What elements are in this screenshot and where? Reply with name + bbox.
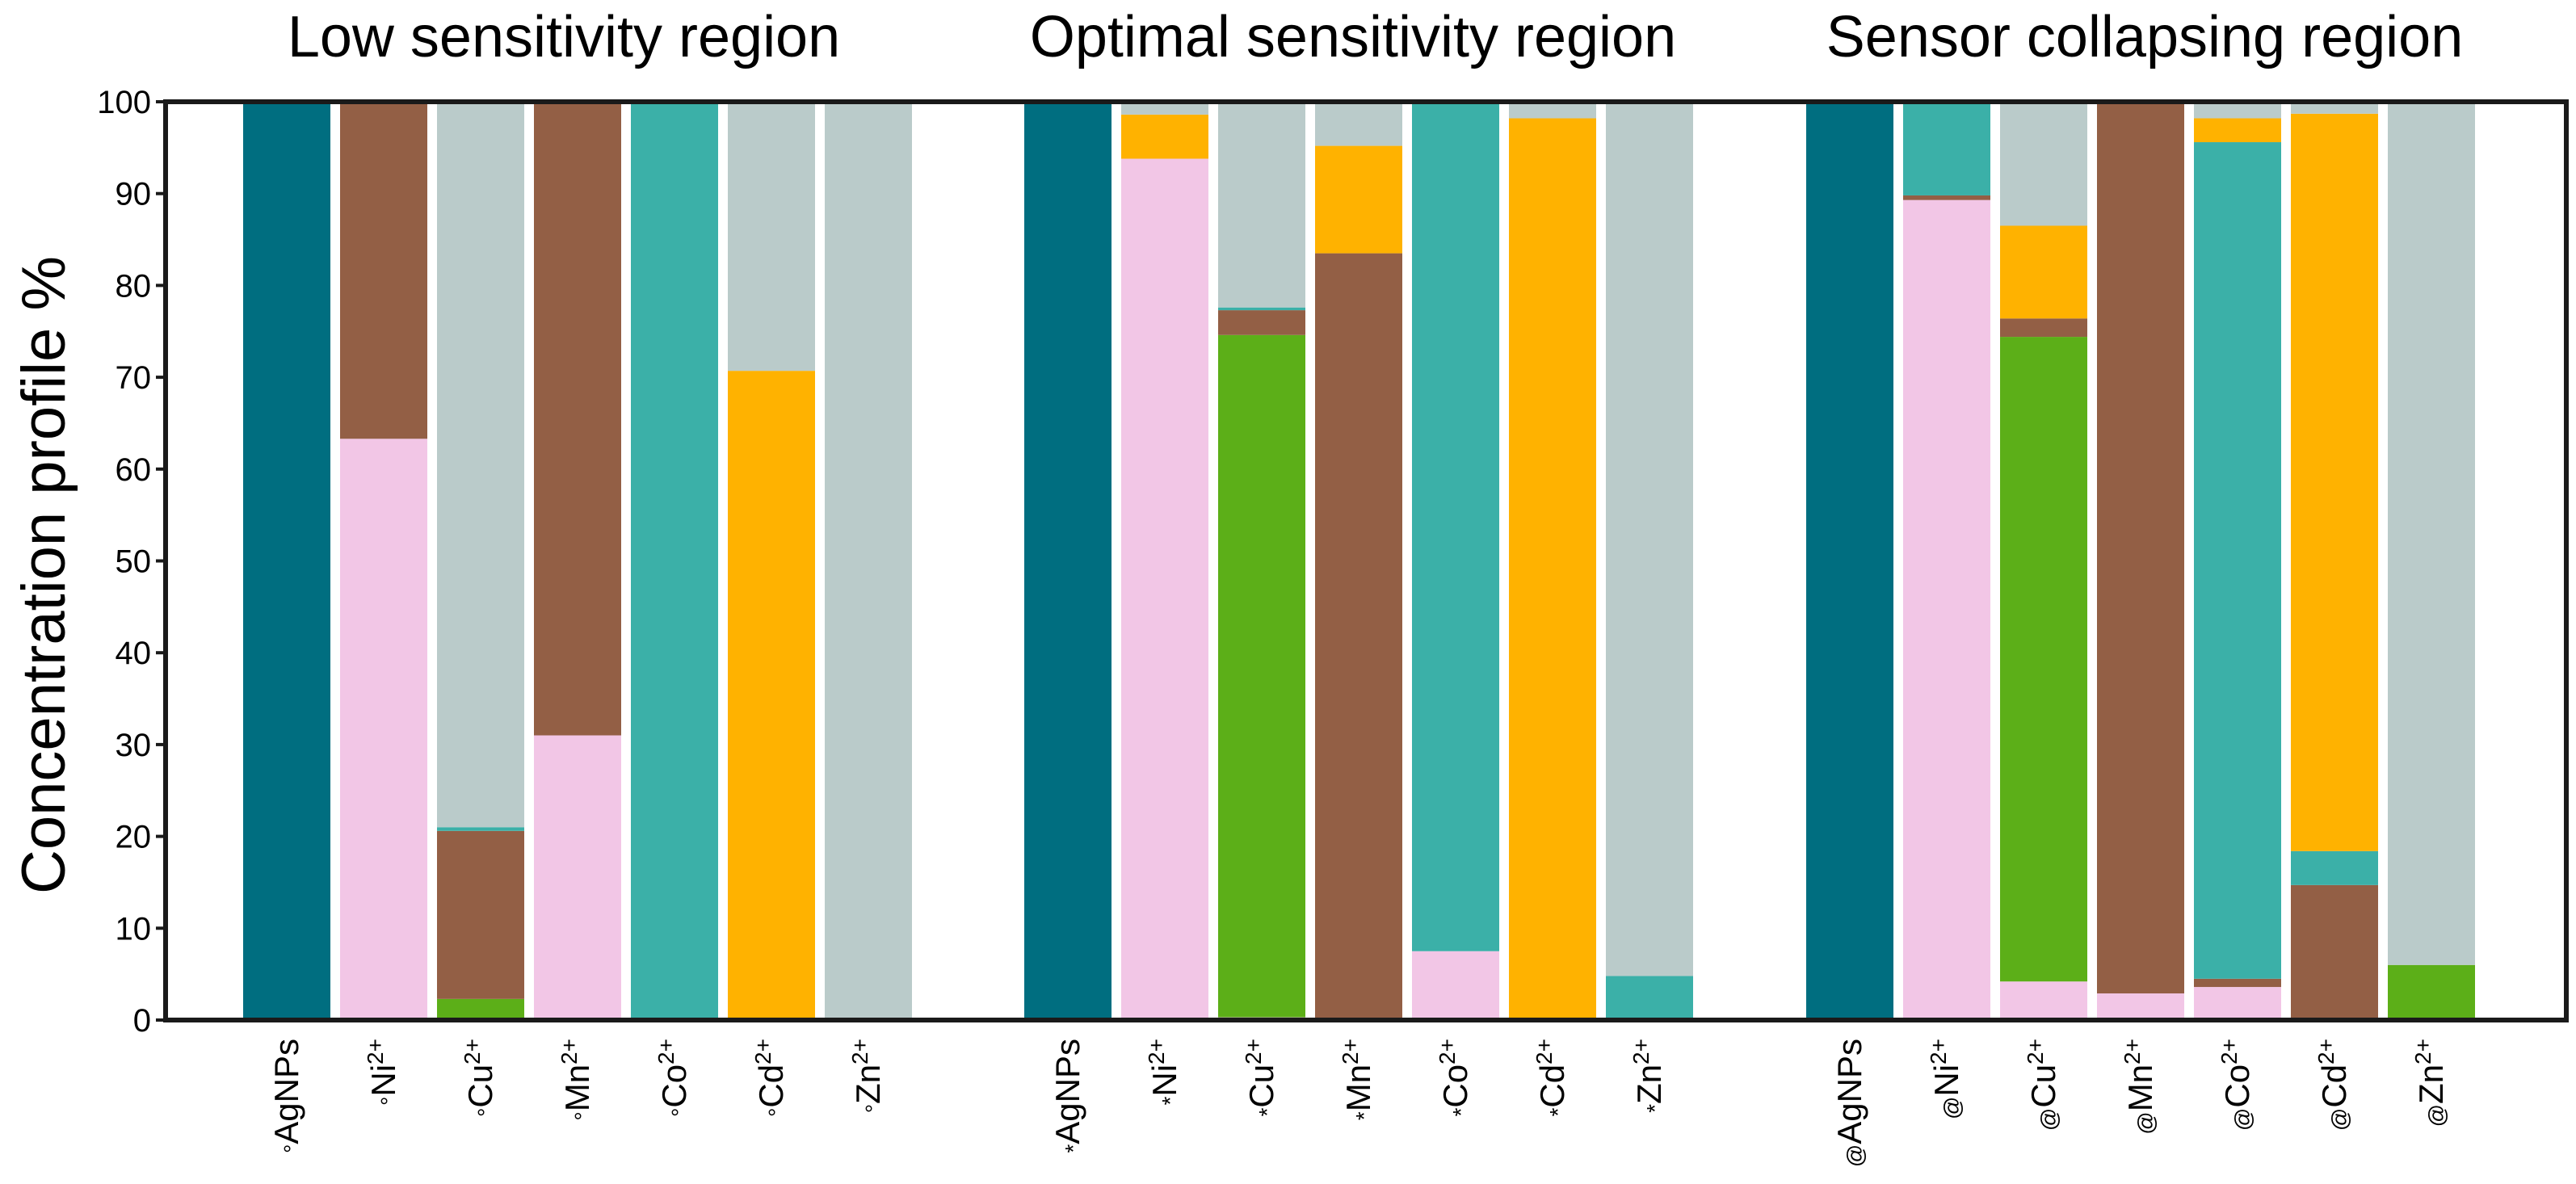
bar-segment-cu2-cu bbox=[2000, 337, 2087, 982]
x-tick-label: °Co2+ bbox=[653, 1039, 694, 1117]
y-tick-label: 100 bbox=[97, 85, 151, 120]
bar-segment-cu2-mn bbox=[1218, 310, 1305, 335]
bar-segment-cd2-mn bbox=[2291, 884, 2378, 1020]
bar-segment-ni2-mn bbox=[1903, 195, 1990, 200]
bar-segment-mn2-mn bbox=[1315, 253, 1402, 1021]
bar-segment-cu2-zn bbox=[437, 102, 524, 828]
bar-segment-zn2-zn bbox=[1606, 102, 1693, 976]
bar-segment-co2-ni bbox=[2194, 987, 2281, 1020]
x-tick-label: *Mn2+ bbox=[1338, 1039, 1378, 1120]
bar-segment-mn2-ni bbox=[2097, 993, 2184, 1020]
x-tick-label: °Mn2+ bbox=[557, 1039, 597, 1121]
x-tick-label: @Mn2+ bbox=[2120, 1039, 2160, 1135]
region-title-low: Low sensitivity region bbox=[288, 5, 840, 69]
bar-segment-mn2-zn bbox=[1315, 102, 1402, 146]
region-titles: Low sensitivity region Optimal sensitivi… bbox=[288, 5, 2463, 69]
bar-segment-agnps-agnps bbox=[1024, 102, 1112, 1020]
y-tick-label: 80 bbox=[116, 268, 152, 304]
bar-segment-cu2-ni bbox=[2000, 981, 2087, 1020]
bar-segment-cd2-cd bbox=[728, 371, 815, 1020]
y-tick-label: 40 bbox=[116, 636, 152, 671]
bar-segment-cu2-co bbox=[437, 827, 524, 831]
bar-segment-cd2-zn bbox=[1509, 102, 1596, 119]
y-tick-label: 70 bbox=[116, 360, 152, 396]
bar-segment-cd2-cd bbox=[2291, 113, 2378, 851]
bar-segment-co2-cd bbox=[2194, 118, 2281, 143]
x-tick-labels: °AgNPs °Ni2+ °Cu2+ °Mn2+ °Co2+ °Cd2+ °Zn2+ *AgN… bbox=[267, 1039, 2450, 1167]
bar-segment-co2-co bbox=[631, 102, 718, 1020]
x-tick-label: @AgNPs bbox=[1830, 1039, 1868, 1167]
x-tick-label: @Ni2+ bbox=[1926, 1039, 1966, 1119]
x-tick-label: @Zn2+ bbox=[2410, 1039, 2451, 1127]
bar-segment-co2-co bbox=[1412, 102, 1499, 951]
bar-segment-ni2-co bbox=[1903, 102, 1990, 195]
bar-segment-zn2-co bbox=[1606, 976, 1693, 1020]
y-tick-label: 90 bbox=[116, 177, 152, 212]
x-tick-label: *Cu2+ bbox=[1241, 1039, 1281, 1117]
bar-segment-ni2-ni bbox=[1903, 199, 1990, 1020]
y-tick-label: 20 bbox=[116, 820, 152, 855]
bar-segment-cd2-co bbox=[2291, 850, 2378, 885]
y-axis-label: Concentration profile % bbox=[10, 256, 78, 894]
bar-segment-cu2-mn bbox=[2000, 318, 2087, 338]
bar-segment-cd2-cd bbox=[1509, 118, 1596, 1020]
x-tick-label: @Cd2+ bbox=[2313, 1039, 2354, 1131]
bar-segment-mn2-mn bbox=[2097, 102, 2184, 994]
x-tick-label: °Cu2+ bbox=[460, 1039, 500, 1117]
bar-segment-cu2-cu bbox=[1218, 334, 1305, 1018]
y-tick-label: 10 bbox=[116, 911, 152, 947]
x-tick-label: @Cu2+ bbox=[2023, 1039, 2063, 1131]
x-tick-label: °Zn2+ bbox=[847, 1039, 888, 1113]
bar-segment-ni2-ni bbox=[1121, 158, 1208, 1020]
bar-segment-cd2-zn bbox=[728, 102, 815, 372]
bar-segment-zn2-zn bbox=[2388, 102, 2475, 965]
bar-segment-cd2-zn bbox=[2291, 102, 2378, 114]
bar-segment-co2-mn bbox=[2194, 978, 2281, 988]
bar-segment-co2-co bbox=[2194, 142, 2281, 979]
bar-segment-agnps-agnps bbox=[243, 102, 330, 1020]
bar-segment-ni2-ni bbox=[340, 439, 427, 1020]
bar-segment-mn2-mn bbox=[534, 102, 621, 736]
bar-segment-cu2-zn bbox=[2000, 102, 2087, 226]
region-title-collapsing: Sensor collapsing region bbox=[1826, 5, 2463, 69]
bars-layer bbox=[243, 102, 2475, 1021]
x-tick-label: °AgNPs bbox=[267, 1039, 305, 1153]
bar-segment-cu2-cd bbox=[2000, 225, 2087, 319]
bar-segment-mn2-cd bbox=[1315, 145, 1402, 254]
x-tick-label: °Cd2+ bbox=[750, 1039, 791, 1117]
bar-segment-ni2-cd bbox=[1121, 114, 1208, 159]
bar-segment-mn2-ni bbox=[534, 735, 621, 1020]
bar-segment-cu2-cu bbox=[437, 998, 524, 1020]
bar-segment-ni2-zn bbox=[1121, 102, 1208, 115]
x-tick-label: *Ni2+ bbox=[1144, 1039, 1184, 1106]
y-tick-label: 0 bbox=[133, 1003, 151, 1039]
x-tick-label: *Cd2+ bbox=[1532, 1039, 1572, 1117]
x-tick-label: @Co2+ bbox=[2217, 1039, 2257, 1131]
x-tick-label: *AgNPs bbox=[1048, 1039, 1086, 1153]
bar-segment-cu2-zn bbox=[1218, 102, 1305, 308]
plot-frame bbox=[163, 99, 2569, 1022]
y-tick-label: 30 bbox=[116, 728, 152, 763]
y-tick-label: 50 bbox=[116, 544, 152, 580]
y-ticks: 0 10 20 30 40 50 60 70 80 90 100 bbox=[97, 85, 166, 1039]
x-tick-label: °Ni2+ bbox=[363, 1039, 403, 1106]
x-tick-label: *Co2+ bbox=[1435, 1039, 1475, 1117]
y-tick-label: 60 bbox=[116, 452, 152, 488]
bar-segment-ni2-mn bbox=[340, 102, 427, 439]
region-title-optimal: Optimal sensitivity region bbox=[1030, 5, 1676, 69]
bar-segment-agnps-agnps bbox=[1806, 102, 1893, 1020]
x-tick-label: *Zn2+ bbox=[1628, 1039, 1669, 1113]
bar-segment-zn2-zn bbox=[825, 102, 912, 1020]
bar-segment-cu2-mn bbox=[437, 830, 524, 999]
bar-segment-co2-ni bbox=[1412, 951, 1499, 1020]
bar-segment-co2-zn bbox=[2194, 102, 2281, 119]
bar-segment-cu2-co bbox=[1218, 307, 1305, 311]
bar-segment-zn2-cu bbox=[2388, 964, 2475, 1020]
